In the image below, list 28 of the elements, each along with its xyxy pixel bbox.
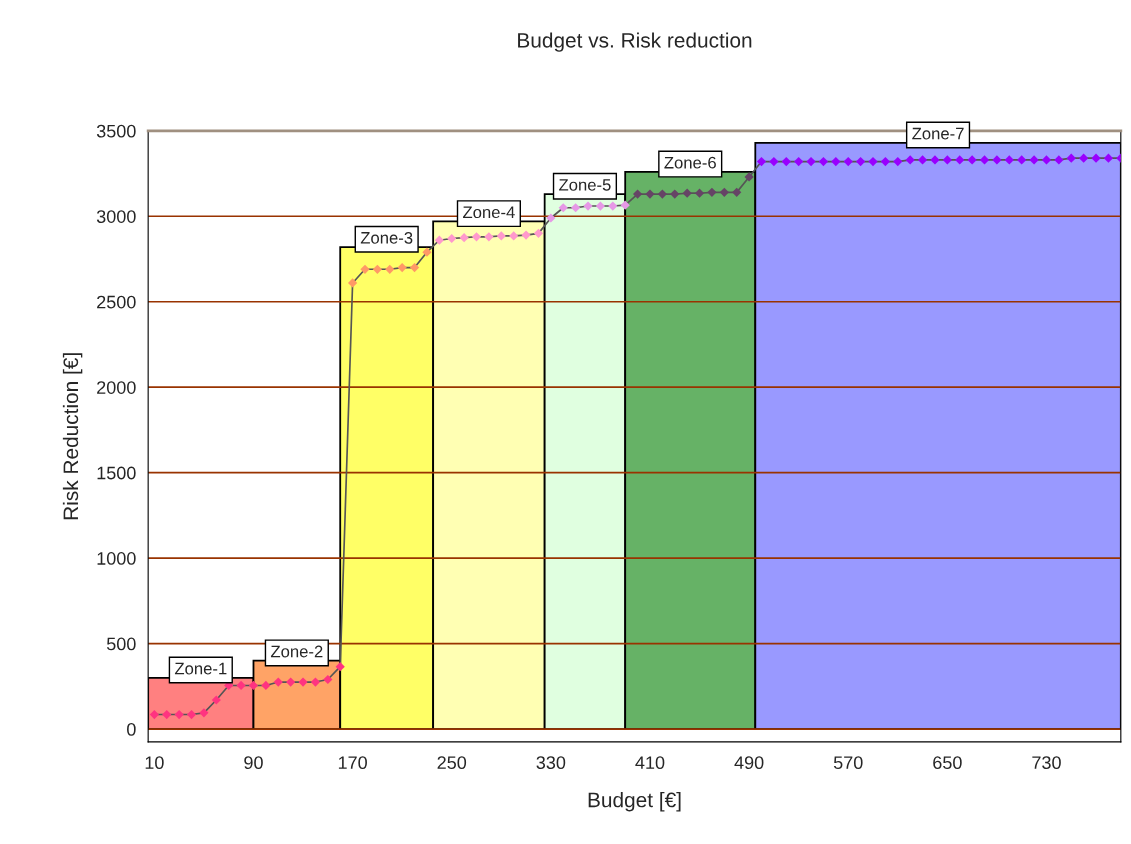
x-tick-label: 330: [536, 756, 566, 770]
x-tick-label: 650: [933, 756, 962, 770]
x-tick-label: 570: [833, 756, 863, 770]
x-tick-label: 730: [1032, 756, 1061, 770]
x-tick-label: 10: [145, 756, 164, 770]
y-axis-title: Risk Reduction [€]: [62, 353, 83, 520]
annotation: Zone-1: [174, 662, 227, 675]
x-tick-label: 490: [734, 756, 764, 770]
annotation: Zone-7: [912, 127, 964, 140]
annotation: Zone-4: [463, 206, 515, 219]
x-tick-label: 170: [338, 756, 367, 770]
y-tick-label: 3500: [96, 124, 136, 138]
y-tick-label: 500: [106, 637, 136, 651]
x-axis-title: Budget [€]: [588, 792, 681, 812]
x-tick-label: 410: [635, 756, 665, 770]
y-tick-label: 1000: [97, 552, 136, 565]
annotation: Zone-6: [664, 156, 716, 169]
y-tick-label: 2500: [97, 295, 136, 309]
annotation: Zone-5: [559, 179, 611, 191]
y-tick-label: 2000: [97, 381, 136, 394]
x-tick-label: 90: [244, 756, 263, 770]
annotation: Zone-2: [270, 645, 323, 658]
y-tick-label: 1500: [97, 466, 136, 480]
annotation: Zone-3: [360, 231, 413, 244]
y-tick-label: 3000: [96, 210, 136, 223]
x-tick-label: 250: [437, 756, 467, 770]
y-tick-label: 0: [127, 722, 136, 736]
chart-title: Budget vs. Risk reduction: [518, 32, 752, 52]
